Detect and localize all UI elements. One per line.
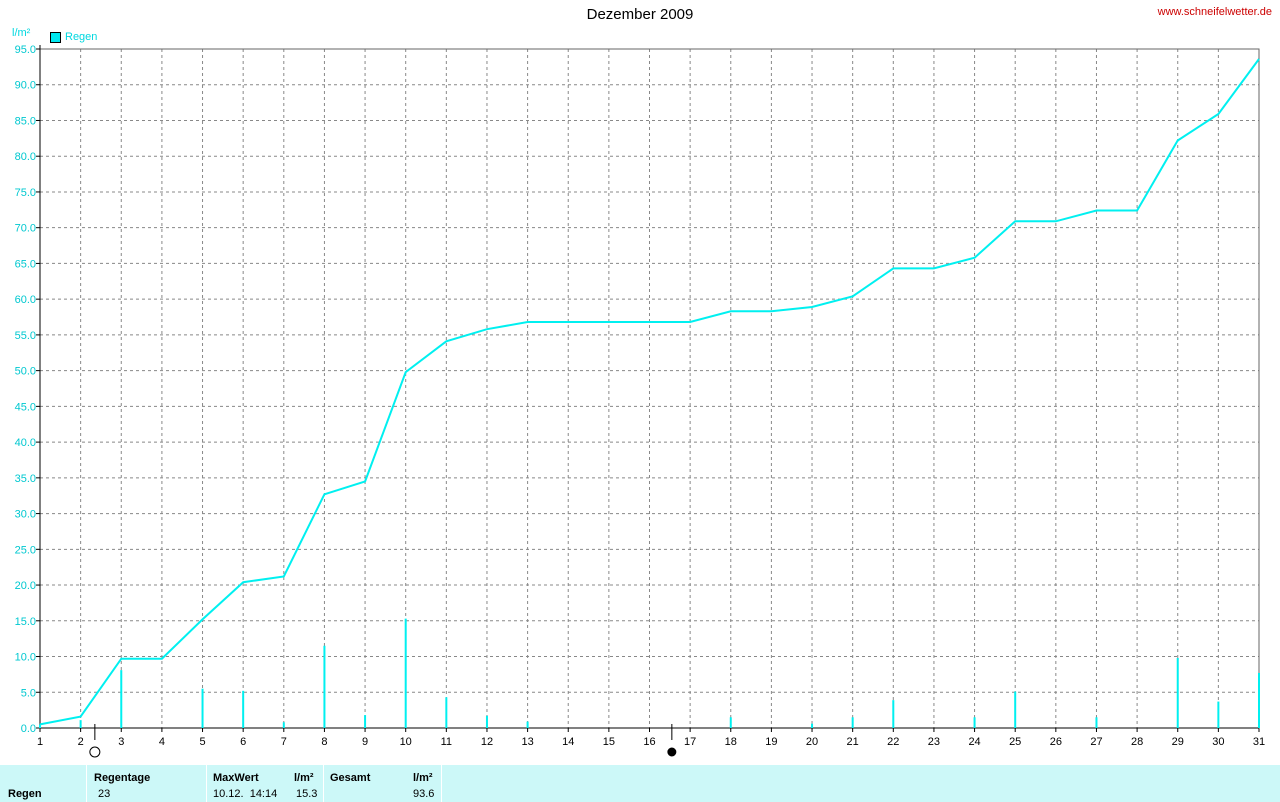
- y-tick-label: 0.0: [21, 723, 36, 735]
- x-tick-label: 21: [847, 736, 859, 748]
- x-tick-label: 12: [481, 736, 493, 748]
- x-tick-label: 8: [321, 736, 327, 748]
- maxwert-unit: l/m²: [294, 772, 314, 784]
- x-tick-label: 18: [725, 736, 737, 748]
- x-tick-label: 28: [1131, 736, 1143, 748]
- new-moon-icon: [667, 747, 677, 757]
- y-tick-label: 10.0: [15, 652, 36, 664]
- regentage-value: 23: [98, 788, 111, 800]
- x-tick-label: 26: [1050, 736, 1062, 748]
- y-tick-label: 15.0: [15, 616, 36, 628]
- divider: [206, 765, 207, 802]
- regentage-header: Regentage: [94, 772, 151, 784]
- x-tick-label: 11: [441, 736, 452, 748]
- y-tick-label: 5.0: [21, 687, 36, 699]
- y-tick-label: 50.0: [15, 366, 36, 378]
- y-tick-label: 60.0: [15, 294, 36, 306]
- legend-swatch: [50, 31, 61, 43]
- y-tick-label: 45.0: [15, 401, 36, 413]
- rain-chart: 0.0 5.0 10.0 15.0 20.0 25.0 30.0 35.0 40.0 45.0 50…: [15, 44, 1265, 758]
- y-tick-label: 70.0: [15, 223, 36, 235]
- maxwert-header: MaxWert: [213, 772, 259, 784]
- y-tick-label: 25.0: [15, 544, 36, 556]
- y-tick-label: 30.0: [15, 509, 36, 521]
- x-tick-label: 15: [603, 736, 615, 748]
- x-tick-label: 17: [684, 736, 696, 748]
- x-tick-label: 24: [968, 736, 980, 748]
- full-moon-icon: [89, 746, 101, 758]
- x-tick-label: 7: [281, 736, 287, 748]
- x-tick-label: 9: [362, 736, 368, 748]
- y-tick-label: 55.0: [15, 330, 36, 342]
- x-tick-label: 6: [240, 736, 246, 748]
- divider: [441, 765, 442, 802]
- gesamt-header: Gesamt: [330, 772, 371, 784]
- x-tick-label: 25: [1009, 736, 1021, 748]
- gesamt-unit: l/m²: [413, 772, 433, 784]
- summary-table: Regen Regentage 23 MaxWert l/m² 10.12. 1…: [0, 765, 1280, 802]
- x-tick-label: 27: [1090, 736, 1102, 748]
- y-axis-unit: l/m²: [12, 27, 31, 39]
- y-tick-label: 80.0: [15, 151, 36, 163]
- y-tick-label: 40.0: [15, 437, 36, 449]
- x-tick-label: 5: [199, 736, 205, 748]
- x-tick-label: 16: [643, 736, 655, 748]
- x-tick-label: 13: [521, 736, 533, 748]
- x-tick-label: 10: [400, 736, 412, 748]
- y-tick-label: 85.0: [15, 115, 36, 127]
- y-tick-label: 95.0: [15, 44, 36, 56]
- x-tick-label: 3: [118, 736, 124, 748]
- y-tick-label: 35.0: [15, 473, 36, 485]
- y-tick-label: 20.0: [15, 580, 36, 592]
- row-label: Regen: [8, 788, 42, 800]
- chart-title: Dezember 2009: [586, 6, 694, 23]
- maxwert-time: 10.12. 14:14: [213, 788, 278, 800]
- gesamt-value: 93.6: [413, 788, 435, 800]
- maxwert-value: 15.3: [296, 788, 318, 800]
- x-tick-label: 30: [1212, 736, 1224, 748]
- x-tick-label: 23: [928, 736, 940, 748]
- x-tick-label: 14: [562, 736, 574, 748]
- x-tick-label: 20: [806, 736, 818, 748]
- cumulative-rain-line: [39, 58, 1260, 726]
- divider: [86, 765, 87, 802]
- divider: [323, 765, 324, 802]
- x-tick-label: 4: [159, 736, 165, 748]
- x-tick-label: 2: [78, 736, 84, 748]
- y-tick-label: 75.0: [15, 187, 36, 199]
- legend-label: Regen: [65, 31, 98, 43]
- x-tick-label: 29: [1172, 736, 1184, 748]
- y-tick-label: 65.0: [15, 258, 36, 270]
- x-tick-label: 31: [1253, 736, 1265, 748]
- y-tick-label: 90.0: [15, 80, 36, 92]
- legend: Regen: [50, 31, 97, 43]
- x-tick-label: 22: [887, 736, 899, 748]
- x-tick-label: 19: [765, 736, 777, 748]
- site-url[interactable]: www.schneifelwetter.de: [1157, 6, 1272, 18]
- x-tick-label: 1: [37, 736, 43, 748]
